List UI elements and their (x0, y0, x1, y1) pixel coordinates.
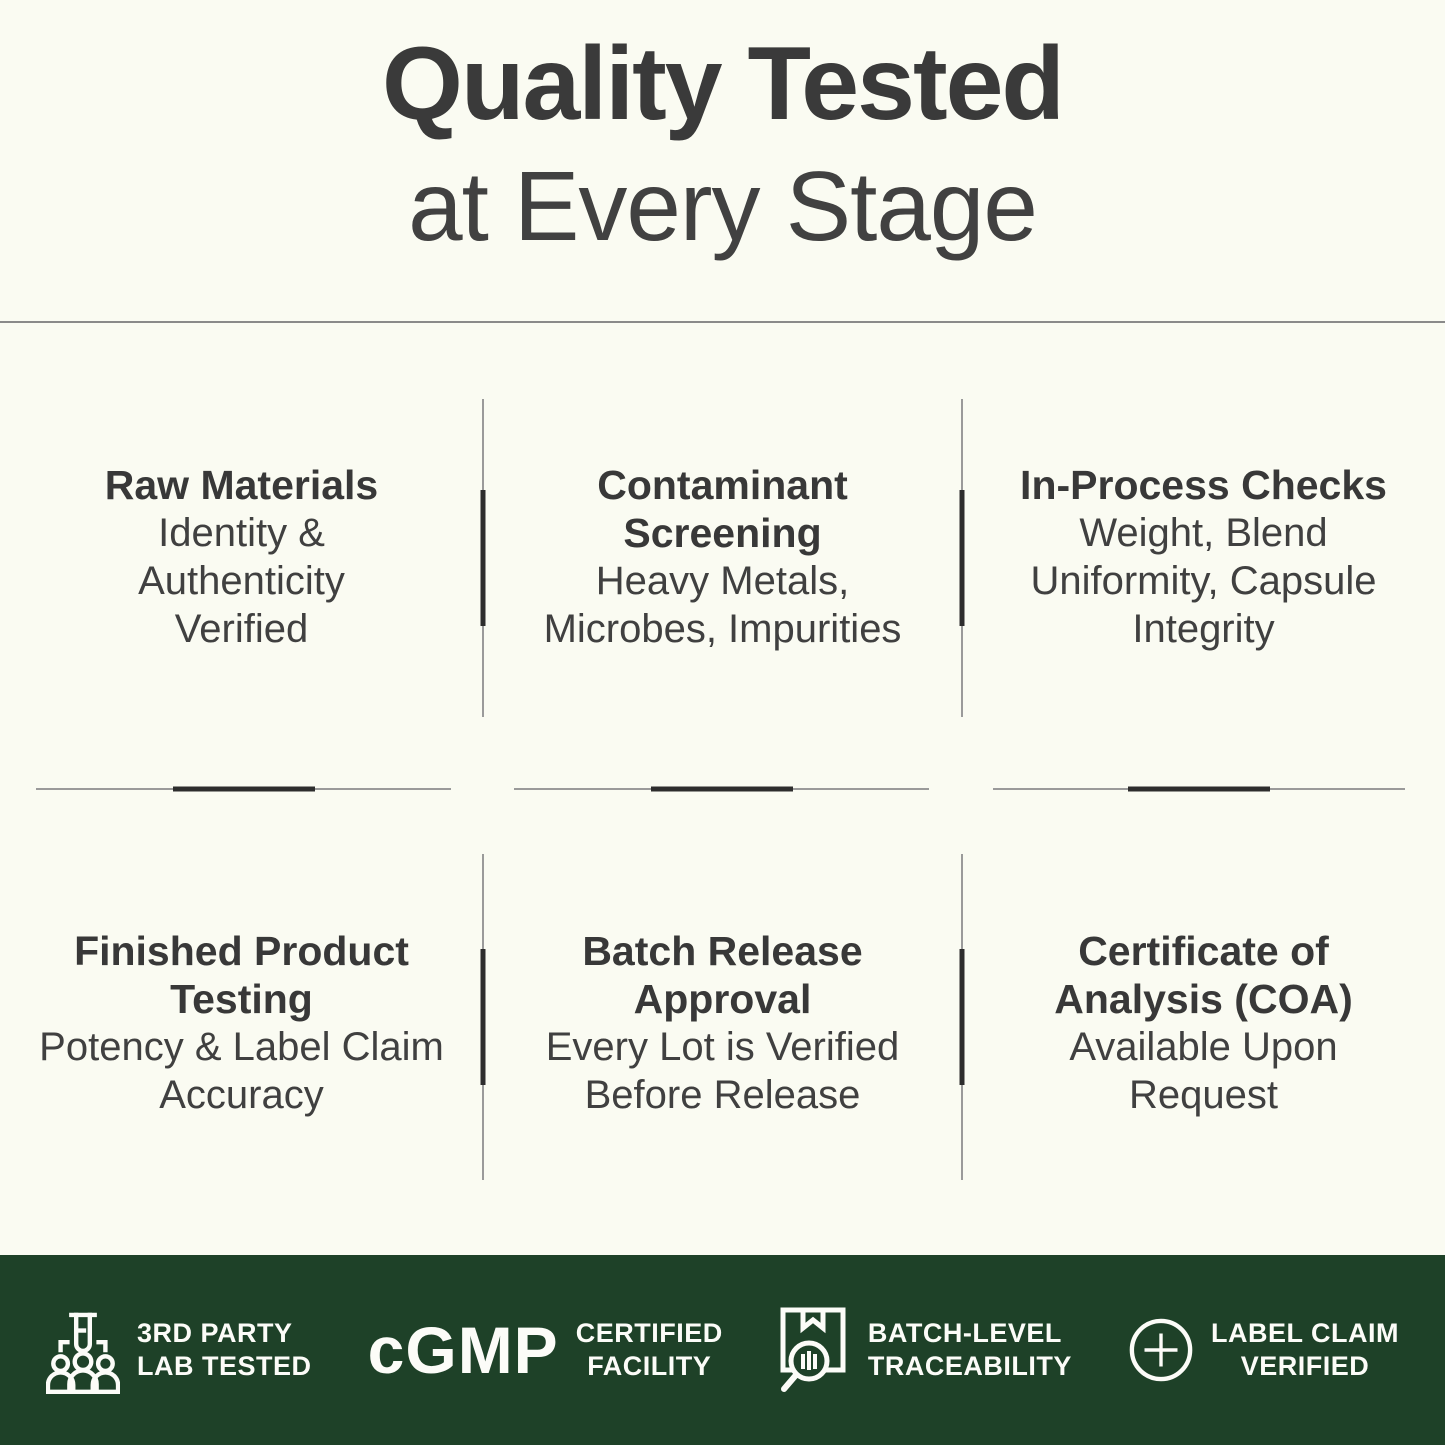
vertical-divider (480, 854, 486, 1180)
badge-label-line2: VERIFIED (1240, 1351, 1370, 1381)
badge-label: 3RD PARTY LAB TESTED (137, 1317, 312, 1383)
vertical-divider (959, 399, 965, 717)
stage-cell-in-process-checks: In-Process Checks Weight, Blend Uniformi… (962, 323, 1445, 790)
header: Quality Tested at Every Stage (0, 24, 1445, 262)
cgmp-wordmark: cGMP (367, 1313, 559, 1387)
stages-grid: Raw Materials Identity & Authenticity Ve… (0, 323, 1445, 1255)
badge-label: LABEL CLAIM VERIFIED (1211, 1317, 1399, 1383)
badge-label-line2: TRACEABILITY (867, 1351, 1072, 1381)
divider-accent (480, 949, 486, 1085)
box-magnifier-icon (780, 1307, 846, 1392)
stage-description: Every Lot is Verified Before Release (545, 1024, 900, 1117)
stage-heading: Raw Materials (104, 461, 379, 508)
badge-label-line2: FACILITY (587, 1351, 712, 1381)
badge-label-line1: BATCH-LEVEL (867, 1318, 1062, 1348)
stage-heading: In-Process Checks (1020, 461, 1387, 508)
stage-heading: Batch Release Approval (582, 927, 863, 1022)
stage-description: Identity & Authenticity Verified (138, 510, 345, 651)
plus-circle-icon (1129, 1318, 1193, 1382)
stage-description: Available Upon Request (1069, 1024, 1338, 1117)
divider-accent (172, 786, 315, 792)
divider-accent (959, 949, 965, 1085)
badge-label: BATCH-LEVEL TRACEABILITY (868, 1317, 1072, 1383)
horizontal-divider (514, 786, 929, 792)
stage-cell-contaminant-screening: Contaminant Screening Heavy Metals, Micr… (483, 323, 962, 790)
stage-description: Potency & Label Claim Accuracy (39, 1024, 444, 1117)
footer-badges: 3RD PARTY LAB TESTED cGMP CERTIFIED FACI… (0, 1255, 1445, 1445)
page-subtitle: at Every Stage (408, 151, 1038, 261)
stage-cell-finished-product-testing: Finished Product Testing Potency & Label… (0, 790, 483, 1255)
divider-accent (1128, 786, 1270, 792)
lab-group-icon (46, 1312, 120, 1395)
badge-label-line2: LAB TESTED (137, 1351, 312, 1381)
badge-label-line1: 3RD PARTY (137, 1318, 293, 1348)
page-title: Quality Tested (382, 26, 1065, 142)
badge-3rd-party-lab-tested: 3RD PARTY LAB TESTED (46, 1305, 312, 1395)
badge-label-claim-verified: LABEL CLAIM VERIFIED (1128, 1317, 1399, 1383)
divider-accent (959, 490, 965, 626)
stage-description: Heavy Metals, Microbes, Impurities (543, 558, 902, 651)
divider-accent (480, 490, 486, 626)
badge-cgmp-certified-facility: cGMP CERTIFIED FACILITY (368, 1317, 723, 1383)
stage-heading: Finished Product Testing (74, 927, 409, 1022)
stage-cell-batch-release-approval: Batch Release Approval Every Lot is Veri… (483, 790, 962, 1255)
horizontal-divider (993, 786, 1405, 792)
badge-label-line1: CERTIFIED (575, 1318, 723, 1348)
vertical-divider (480, 399, 486, 717)
badge-label: CERTIFIED FACILITY (576, 1317, 723, 1383)
horizontal-divider (36, 786, 451, 792)
stage-cell-certificate-of-analysis: Certificate of Analysis (COA) Available … (962, 790, 1445, 1255)
badge-batch-level-traceability: BATCH-LEVEL TRACEABILITY (779, 1306, 1072, 1394)
stage-cell-raw-materials: Raw Materials Identity & Authenticity Ve… (0, 323, 483, 790)
stage-description: Weight, Blend Uniformity, Capsule Integr… (1030, 510, 1377, 651)
stage-heading: Certificate of Analysis (COA) (1054, 927, 1353, 1022)
header-divider (0, 321, 1445, 323)
vertical-divider (959, 854, 965, 1180)
badge-label-line1: LABEL CLAIM (1211, 1318, 1399, 1348)
stage-heading: Contaminant Screening (597, 461, 848, 556)
divider-accent (650, 786, 793, 792)
